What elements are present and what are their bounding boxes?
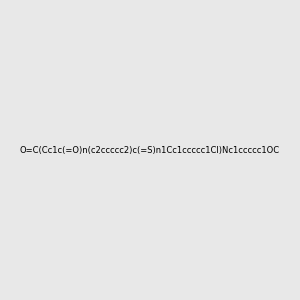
- Text: O=C(Cc1c(=O)n(c2ccccc2)c(=S)n1Cc1ccccc1Cl)Nc1ccccc1OC: O=C(Cc1c(=O)n(c2ccccc2)c(=S)n1Cc1ccccc1C…: [20, 146, 280, 154]
